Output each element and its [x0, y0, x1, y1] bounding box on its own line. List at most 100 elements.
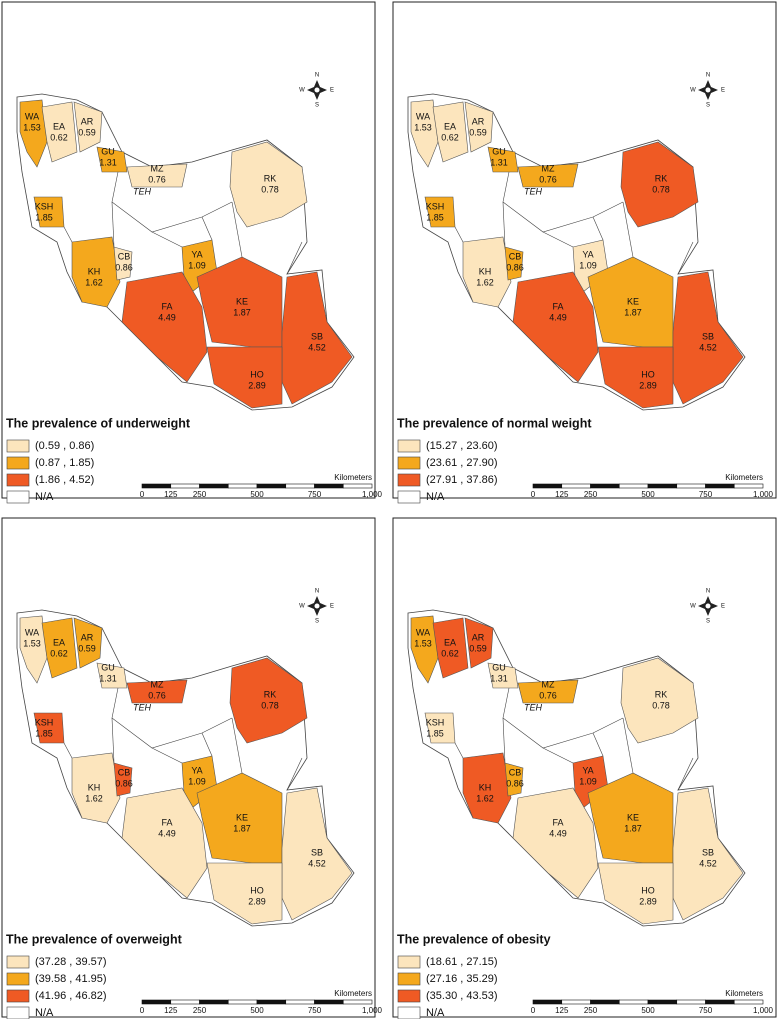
- scale-tick-label: 0: [140, 1006, 145, 1015]
- compass-center: [314, 603, 320, 609]
- province-value: 1.62: [85, 793, 103, 803]
- legend-swatch: [6, 1006, 30, 1019]
- province-code: EA: [53, 121, 65, 131]
- legend-swatch: [6, 972, 30, 986]
- province-code: SB: [702, 331, 714, 341]
- province-code: EA: [444, 121, 456, 131]
- province: [462, 236, 512, 308]
- scale-tick-label: 1,000: [753, 490, 774, 499]
- province-value: 2.89: [248, 380, 266, 390]
- scale-unit: Kilometers: [334, 473, 372, 482]
- scale-segment: [227, 999, 258, 1005]
- province-value: 0.59: [78, 127, 96, 137]
- province-value: 1.87: [233, 823, 251, 833]
- province: [113, 762, 133, 797]
- province: [487, 662, 519, 689]
- province: [597, 862, 674, 925]
- province: [512, 787, 599, 899]
- legend-swatch: [397, 955, 421, 969]
- province-border: [622, 717, 634, 774]
- province-value: 0.86: [115, 262, 133, 272]
- province-border: [151, 747, 183, 764]
- scale-segment: [676, 483, 706, 489]
- province-code: MZ: [542, 163, 555, 173]
- province-code: AR: [472, 632, 485, 642]
- legend-label: (0.59 , 0.86): [35, 440, 94, 452]
- province-border: [286, 757, 303, 791]
- province-value: 1.31: [490, 157, 508, 167]
- province-value: 1.53: [414, 122, 432, 132]
- province-value: 1.53: [414, 638, 432, 648]
- province: [517, 163, 579, 188]
- compass-letter: W: [690, 88, 696, 94]
- legend-label: (27.91 , 37.86): [426, 474, 498, 486]
- province: [71, 752, 121, 824]
- legend-label: N/A: [426, 491, 445, 503]
- legend-swatch: [397, 439, 421, 453]
- province-border: [231, 717, 243, 774]
- province-code: WA: [25, 627, 39, 637]
- province-border: [677, 757, 694, 791]
- scale-segment: [141, 999, 172, 1005]
- scale-unit: Kilometers: [725, 989, 763, 998]
- province-code: YA: [582, 249, 593, 259]
- province-code: KSH: [426, 201, 445, 211]
- scale-segment: [227, 483, 258, 489]
- province-code: CB: [118, 767, 131, 777]
- province-value: 0.86: [506, 262, 524, 272]
- province: [229, 657, 308, 744]
- province-code: AR: [81, 116, 94, 126]
- province-code: KSH: [426, 717, 445, 727]
- province-value: 2.89: [639, 380, 657, 390]
- scale-segment: [170, 999, 200, 1005]
- legend-swatch: [397, 989, 421, 1003]
- province-value: 0.59: [469, 643, 487, 653]
- province-value: 1.62: [85, 277, 103, 287]
- province-code: YA: [191, 765, 202, 775]
- province: [229, 141, 308, 228]
- province: [73, 617, 103, 669]
- legend-swatch: [6, 989, 30, 1003]
- province-code: RK: [655, 173, 668, 183]
- legend-label: (41.96 , 46.82): [35, 990, 107, 1002]
- compass-letter: N: [315, 589, 319, 595]
- province-value: 0.59: [469, 127, 487, 137]
- legend-title: The prevalence of underweight: [6, 416, 191, 430]
- province: [410, 99, 439, 168]
- province-code: SB: [702, 847, 714, 857]
- province: [113, 246, 133, 281]
- province-code: EA: [444, 637, 456, 647]
- province-code: KH: [88, 782, 101, 792]
- legend-title: The prevalence of normal weight: [397, 416, 592, 430]
- scale-tick-label: 125: [164, 1006, 178, 1015]
- province-border: [622, 201, 634, 258]
- scale-segment: [285, 999, 315, 1005]
- scale-tick-label: 500: [641, 490, 655, 499]
- compass-letter: S: [315, 619, 319, 625]
- province: [504, 246, 524, 281]
- scale-tick-label: 500: [250, 490, 264, 499]
- compass-letter: N: [315, 73, 319, 79]
- province: [71, 236, 121, 308]
- province: [487, 146, 519, 173]
- scale-tick-label: 1,000: [362, 490, 383, 499]
- province: [121, 271, 208, 383]
- scale-segment: [647, 483, 678, 489]
- legend-swatch: [397, 972, 421, 986]
- compass-letter: N: [706, 589, 710, 595]
- compass-center: [705, 603, 711, 609]
- province-value: 4.49: [549, 828, 567, 838]
- province: [432, 617, 469, 679]
- province: [121, 787, 208, 899]
- province-value: 4.49: [158, 312, 176, 322]
- scale-tick-label: 125: [164, 490, 178, 499]
- province-value: 0.86: [506, 778, 524, 788]
- scale-tick-label: 0: [531, 490, 536, 499]
- province-value: 1.85: [426, 728, 444, 738]
- province-code: KE: [627, 296, 639, 306]
- province: [19, 615, 48, 684]
- province-code: MZ: [151, 163, 164, 173]
- scale-segment: [285, 483, 315, 489]
- scale-tick-label: 750: [699, 1006, 713, 1015]
- province-code: CB: [509, 767, 522, 777]
